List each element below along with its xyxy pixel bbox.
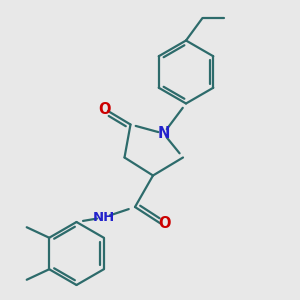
Text: NH: NH bbox=[92, 211, 115, 224]
Text: O: O bbox=[158, 216, 170, 231]
Text: N: N bbox=[157, 126, 170, 141]
Text: O: O bbox=[98, 102, 111, 117]
